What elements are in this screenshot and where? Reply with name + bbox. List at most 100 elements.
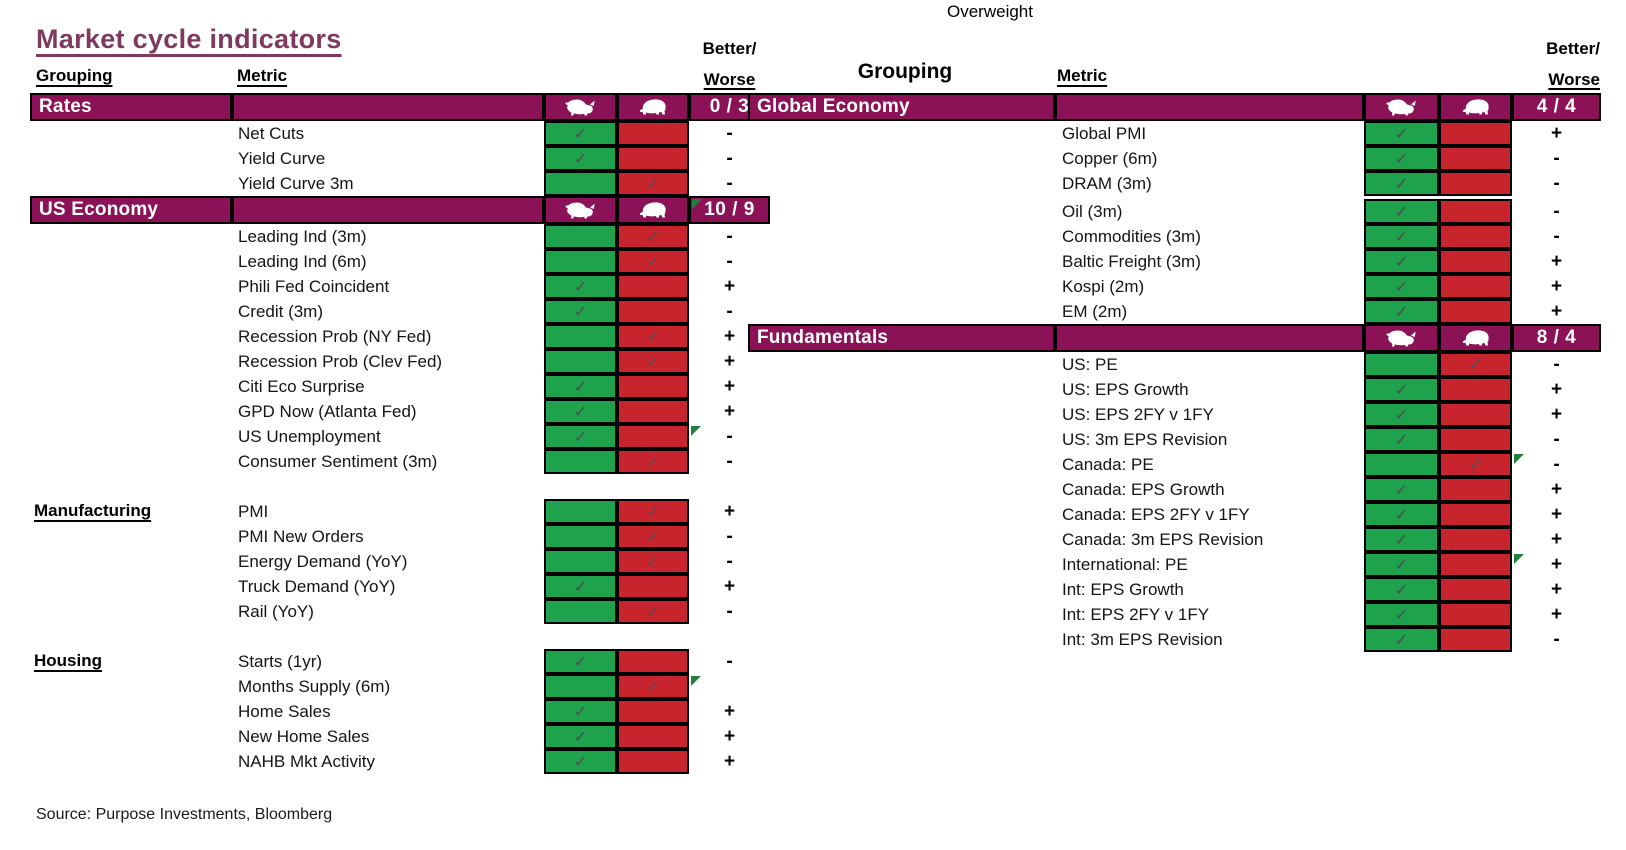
better-worse-value: +: [723, 400, 736, 422]
check-icon: ✓: [573, 376, 588, 396]
metric-label: EM (2m): [1062, 302, 1128, 321]
left-metric-header: Metric: [237, 66, 288, 85]
metric-label: Canada: 3m EPS Revision: [1062, 530, 1264, 549]
check-icon: ✓: [1394, 479, 1409, 499]
metric-label: Energy Demand (YoY): [238, 552, 408, 571]
metric-label: US Unemployment: [238, 427, 381, 446]
check-icon: ✓: [646, 351, 660, 371]
bull-cell: ✓: [1364, 171, 1439, 196]
bull-header-cell: [1364, 93, 1439, 121]
overweight-label: Overweight: [947, 2, 1033, 21]
check-icon: ✓: [1468, 354, 1483, 374]
bear-header-cell: [1439, 324, 1512, 352]
metric-label: Yield Curve 3m: [238, 174, 354, 193]
metric-label: US: PE: [1062, 355, 1118, 374]
bear-cell: ✓: [617, 224, 689, 249]
bear-cell: [617, 649, 689, 674]
metric-label: Int: EPS Growth: [1062, 580, 1184, 599]
section-header-metric-cell: [232, 196, 544, 224]
bull-cell: ✓: [1364, 502, 1439, 527]
better-worse-value: +: [1550, 478, 1563, 500]
metric-label: Starts (1yr): [238, 652, 323, 671]
better-worse-value: -: [726, 600, 733, 622]
bull-cell: ✓: [1364, 121, 1439, 146]
bear-cell: [1439, 527, 1512, 552]
bear-cell: [1439, 477, 1512, 502]
better-worse-value: -: [726, 450, 733, 472]
section-score: 8 / 4: [1536, 327, 1577, 348]
left-grouping-header: Grouping: [36, 66, 113, 85]
better-worse-value: +: [1550, 300, 1563, 322]
metric-label: New Home Sales: [238, 727, 370, 746]
metric-label: Canada: EPS 2FY v 1FY: [1062, 505, 1250, 524]
bear-cell: [617, 146, 689, 171]
bull-cell: ✓: [544, 374, 617, 399]
check-icon: ✓: [1394, 173, 1409, 193]
metric-label: US: 3m EPS Revision: [1062, 430, 1228, 449]
grouping-label: Manufacturing: [34, 501, 152, 520]
bull-cell: ✓: [544, 724, 617, 749]
check-icon: ✓: [646, 226, 660, 246]
better-worse-value: -: [726, 225, 733, 247]
better-worse-value: -: [1553, 225, 1560, 247]
worse-label: Worse: [703, 70, 756, 90]
check-icon: ✓: [646, 451, 660, 471]
comment-marker-icon: [692, 199, 702, 209]
metric-label: PMI: [238, 502, 269, 521]
metric-label: Global PMI: [1062, 124, 1147, 143]
bear-cell: [617, 724, 689, 749]
bear-cell: [1439, 577, 1512, 602]
bear-cell: [617, 574, 689, 599]
bull-cell: [544, 224, 617, 249]
better-worse-value: -: [726, 425, 733, 447]
bull-cell: ✓: [1364, 199, 1439, 224]
bull-cell: [544, 674, 617, 699]
better-worse-value: +: [723, 575, 736, 597]
better-worse-value: +: [1550, 250, 1563, 272]
check-icon: ✓: [1394, 226, 1409, 246]
comment-marker-icon: [1514, 454, 1524, 464]
bear-cell: [1439, 171, 1512, 196]
score-cell: 8 / 4: [1512, 324, 1601, 352]
check-icon: ✓: [646, 601, 660, 621]
bear-icon: [1460, 329, 1492, 347]
bear-cell: [1439, 249, 1512, 274]
metric-label: Canada: PE: [1062, 455, 1154, 474]
better-label: Better/: [1546, 39, 1600, 58]
bull-cell: ✓: [1364, 299, 1439, 324]
better-worse-value: +: [1550, 553, 1563, 575]
bull-cell: ✓: [544, 121, 617, 146]
bear-cell: [1439, 402, 1512, 427]
bear-cell: [1439, 377, 1512, 402]
bear-cell: [617, 699, 689, 724]
bull-cell: ✓: [544, 649, 617, 674]
metric-label: Truck Demand (YoY): [238, 577, 396, 596]
check-icon: ✓: [1394, 554, 1409, 574]
metric-label: Oil (3m): [1062, 202, 1123, 221]
metric-label: Baltic Freight (3m): [1062, 252, 1201, 271]
bear-cell: [1439, 274, 1512, 299]
bear-cell: ✓: [617, 171, 689, 196]
bull-cell: ✓: [1364, 577, 1439, 602]
metric-label: Credit (3m): [238, 302, 324, 321]
better-worse-value: +: [723, 375, 736, 397]
better-worse-value: -: [726, 250, 733, 272]
section-header-metric-cell: [1055, 324, 1364, 352]
bull-header-cell: [544, 196, 617, 224]
bear-cell: [617, 274, 689, 299]
bear-cell: [617, 399, 689, 424]
better-worse-value: +: [723, 750, 736, 772]
bull-cell: [544, 549, 617, 574]
check-icon: ✓: [573, 576, 588, 596]
bull-cell: ✓: [1364, 402, 1439, 427]
bull-icon: [1386, 98, 1418, 116]
bull-cell: ✓: [544, 424, 617, 449]
metric-label: Canada: EPS Growth: [1062, 480, 1225, 499]
right-better-worse-header: Better/ Worse: [1500, 33, 1600, 96]
bear-cell: ✓: [617, 599, 689, 624]
metric-label: Citi Eco Surprise: [238, 377, 365, 396]
bear-cell: ✓: [1439, 452, 1512, 477]
grouping-label: Housing: [34, 651, 102, 670]
bull-icon: [565, 201, 597, 219]
